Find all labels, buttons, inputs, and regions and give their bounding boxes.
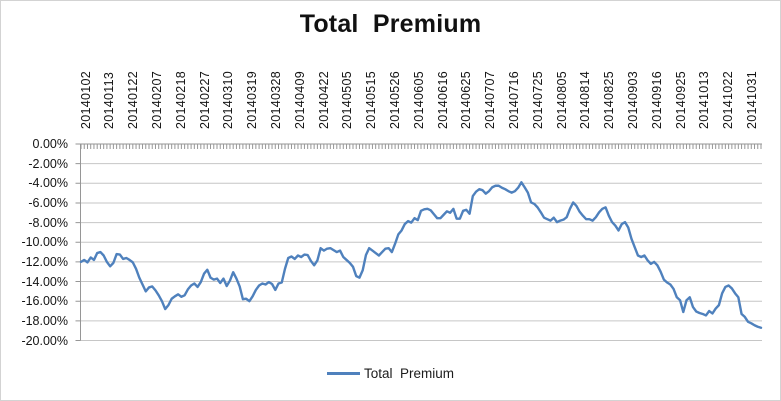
x-axis-label: 20140227	[197, 70, 212, 129]
x-axis-label: 20141031	[745, 70, 759, 129]
x-axis-label: 20140625	[459, 70, 474, 129]
legend-label: Total Premium	[363, 365, 455, 381]
x-axis-label: 20140725	[530, 70, 545, 129]
y-axis-label: -14.00%	[21, 274, 68, 289]
x-axis-label: 20140207	[149, 70, 164, 129]
x-axis-label: 20140605	[411, 70, 426, 129]
y-axis-label: -2.00%	[28, 156, 68, 171]
x-axis-label: 20140903	[625, 70, 640, 129]
x-axis-label: 20140825	[602, 70, 617, 129]
legend: Total Premium	[1, 362, 780, 384]
x-axis-label: 20140716	[506, 70, 521, 129]
x-axis-label: 20140310	[221, 70, 236, 129]
x-axis-label: 20140422	[316, 70, 331, 129]
y-axis-label: 0.00%	[32, 137, 68, 151]
x-axis-label: 20141022	[721, 70, 736, 129]
x-axis-label: 20140616	[435, 70, 450, 129]
x-axis-label: 20140505	[340, 70, 355, 129]
x-axis-label: 20140707	[483, 70, 498, 129]
x-axis-label: 20141013	[697, 70, 712, 129]
y-axis-label: -10.00%	[21, 235, 68, 250]
y-axis-label: -4.00%	[28, 176, 68, 191]
x-axis-label: 20140113	[102, 71, 117, 129]
legend-line-swatch	[326, 371, 360, 375]
chart-title: Total Premium	[299, 10, 482, 38]
x-axis-label: 20140328	[268, 70, 283, 129]
x-axis-tick-marks	[80, 144, 762, 149]
series-line-total-premium	[79, 181, 763, 329]
y-axis-label: -8.00%	[28, 215, 68, 230]
x-axis-label: 20140102	[78, 70, 93, 129]
x-axis-label: 20140122	[126, 70, 141, 129]
y-axis-label: -20.00%	[21, 333, 68, 348]
y-axis-label: -12.00%	[21, 254, 68, 269]
y-axis-label: -18.00%	[21, 313, 68, 328]
x-axis-label: 20140925	[673, 70, 688, 129]
x-axis-label: 20140409	[292, 70, 307, 129]
x-axis-label: 20140805	[554, 70, 569, 129]
x-axis-label: 20140319	[245, 70, 260, 129]
x-axis-label: 20140814	[578, 70, 593, 129]
x-axis-label: 20140526	[387, 70, 402, 129]
x-axis-label: 20140218	[173, 70, 188, 129]
y-axis-label: -6.00%	[28, 195, 68, 210]
x-axis-label: 20140515	[364, 70, 379, 129]
x-axis-label: 20140916	[649, 70, 664, 129]
y-axis-label: -16.00%	[21, 294, 68, 309]
y-axis-tick-marks	[75, 143, 81, 341]
